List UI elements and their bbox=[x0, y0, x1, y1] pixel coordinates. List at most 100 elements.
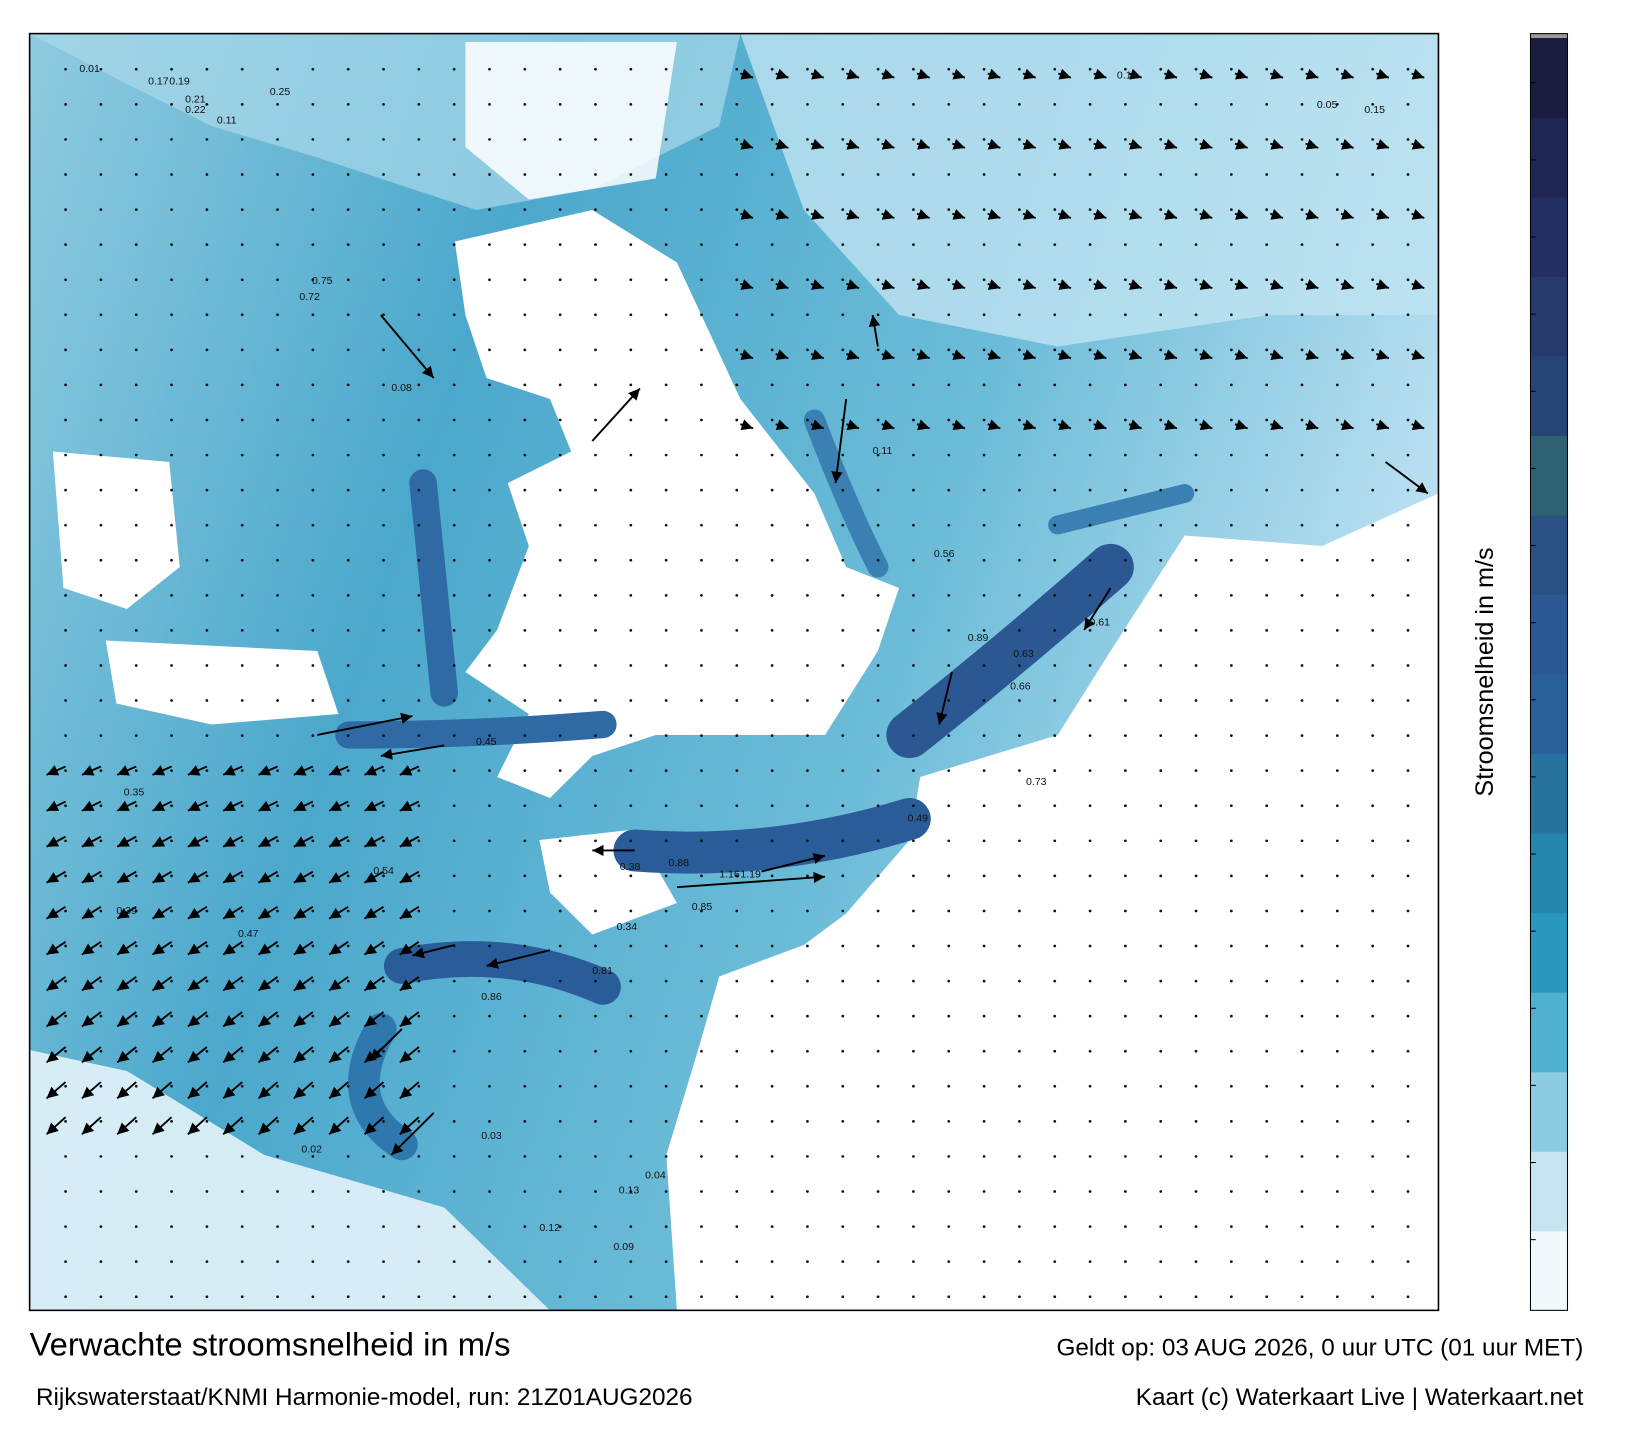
arrow bbox=[187, 905, 208, 920]
grid-dot bbox=[417, 664, 421, 667]
speed-label: 0.72 bbox=[299, 291, 320, 303]
grid-dot bbox=[1371, 664, 1375, 667]
grid-dot bbox=[64, 103, 67, 106]
grid-dot bbox=[947, 1260, 951, 1264]
grid-dot bbox=[770, 138, 774, 141]
grid-dot bbox=[664, 208, 668, 211]
arrow bbox=[46, 870, 67, 884]
grid-dot bbox=[876, 313, 880, 317]
grid-dot bbox=[594, 1155, 597, 1158]
grid-dot bbox=[99, 103, 103, 106]
grid-dot bbox=[770, 1295, 774, 1299]
grid-dot bbox=[276, 383, 279, 387]
grid-dot bbox=[311, 138, 315, 141]
grid-dot bbox=[1406, 769, 1410, 773]
grid-dot bbox=[311, 1119, 315, 1123]
grid-dot bbox=[488, 1084, 491, 1088]
grid-dot bbox=[99, 348, 103, 352]
grid-dot bbox=[841, 278, 845, 282]
grid-dot bbox=[841, 243, 845, 247]
grid-dot bbox=[947, 278, 951, 282]
grid-dot bbox=[382, 453, 385, 457]
grid-dot bbox=[700, 593, 703, 597]
grid-dot bbox=[382, 383, 385, 387]
grid-dot bbox=[700, 173, 703, 176]
arrow bbox=[222, 1046, 243, 1064]
grid-dot bbox=[99, 874, 103, 878]
grid-dot bbox=[1053, 909, 1057, 913]
grid-dot bbox=[1053, 734, 1057, 737]
grid-dot bbox=[629, 769, 633, 773]
grid-dot bbox=[523, 138, 527, 141]
grid-dot bbox=[912, 383, 915, 387]
grid-dot bbox=[876, 1190, 880, 1193]
grid-dot bbox=[947, 523, 951, 527]
arrow bbox=[1269, 279, 1284, 290]
grid-dot bbox=[1053, 1155, 1057, 1158]
speed-label: 0.39 bbox=[116, 905, 137, 917]
grid-dot bbox=[488, 1260, 491, 1264]
grid-dot bbox=[1335, 1119, 1339, 1123]
grid-dot bbox=[1124, 699, 1127, 702]
arrow bbox=[116, 1081, 137, 1100]
grid-dot bbox=[417, 804, 421, 808]
grid-dot bbox=[664, 173, 668, 176]
grid-dot bbox=[947, 1049, 951, 1053]
grid-dot bbox=[1053, 839, 1057, 843]
arrow bbox=[45, 1046, 67, 1064]
grid-dot bbox=[382, 1190, 385, 1193]
grid-dot bbox=[1300, 839, 1304, 843]
grid-dot bbox=[1406, 383, 1410, 387]
grid-dot bbox=[134, 278, 138, 282]
arrow bbox=[399, 835, 420, 848]
grid-dot bbox=[170, 1260, 173, 1264]
speed-label: 0.38 bbox=[620, 861, 641, 873]
grid-dot bbox=[594, 944, 597, 948]
grid-dot bbox=[170, 944, 173, 948]
grid-dot bbox=[558, 1190, 562, 1193]
grid-dot bbox=[1053, 523, 1057, 527]
grid-dot bbox=[311, 874, 315, 878]
grid-dot bbox=[912, 839, 915, 843]
grid-dot bbox=[1406, 1155, 1410, 1158]
arrow bbox=[328, 941, 349, 956]
arrow bbox=[1340, 349, 1354, 361]
grid-dot bbox=[276, 664, 279, 667]
grid-dot bbox=[311, 1084, 315, 1088]
grid-dot bbox=[1300, 173, 1304, 176]
grid-dot bbox=[841, 804, 845, 808]
arrow bbox=[328, 835, 349, 848]
grid-dot bbox=[982, 734, 986, 737]
grid-dot bbox=[664, 488, 668, 492]
grid-dot bbox=[1159, 629, 1163, 632]
arrow bbox=[1128, 279, 1142, 290]
grid-dot bbox=[594, 734, 597, 737]
grid-dot bbox=[1088, 979, 1092, 983]
grid-dot bbox=[1300, 629, 1304, 632]
colorbar-band bbox=[1530, 753, 1568, 834]
grid-dot bbox=[841, 383, 845, 387]
grid-dot bbox=[170, 1155, 173, 1158]
grid-dot bbox=[912, 1155, 915, 1158]
grid-dot bbox=[947, 1190, 951, 1193]
grid-dot bbox=[205, 769, 209, 773]
grid-dot bbox=[99, 1225, 103, 1228]
arrow bbox=[257, 1116, 279, 1136]
grid-dot bbox=[558, 103, 562, 106]
grid-dot bbox=[417, 488, 421, 492]
grid-dot bbox=[523, 874, 527, 878]
grid-dot bbox=[1406, 874, 1410, 878]
grid-dot bbox=[1335, 979, 1339, 983]
grid-dot bbox=[1053, 769, 1057, 773]
grid-dot bbox=[664, 453, 668, 457]
grid-dot bbox=[1194, 138, 1198, 141]
grid-dot bbox=[1159, 734, 1163, 737]
arrow bbox=[399, 870, 420, 884]
grid-dot bbox=[735, 909, 739, 913]
colorbar-band bbox=[1530, 992, 1568, 1073]
arrow bbox=[1093, 138, 1107, 150]
grid-dot bbox=[841, 979, 845, 983]
grid-dot bbox=[99, 1295, 103, 1299]
grid-dot bbox=[1159, 348, 1163, 352]
grid-dot bbox=[1088, 769, 1092, 773]
